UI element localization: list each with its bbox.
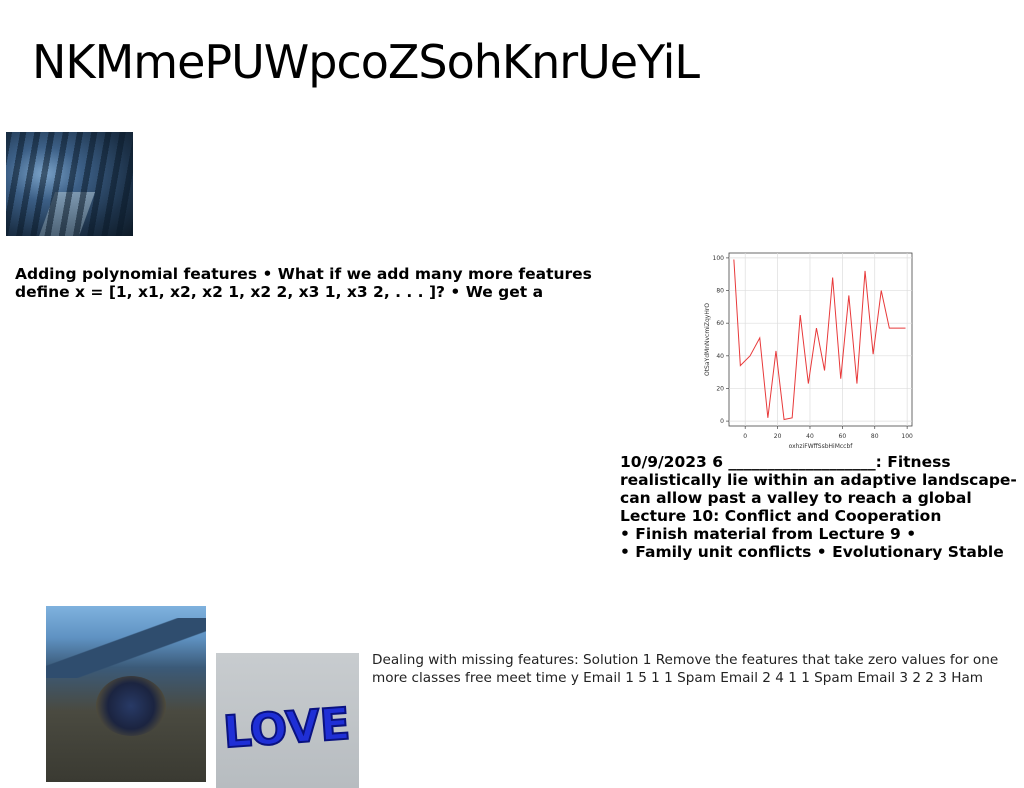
text-line: Adding polynomial features • What if we … xyxy=(15,265,592,283)
text-line: Lecture 10: Conflict and Cooperation xyxy=(620,507,942,525)
text-line: Dealing with missing features: Solution … xyxy=(372,652,999,668)
y-tick-label: 60 xyxy=(716,320,724,327)
x-tick-label: 60 xyxy=(839,433,847,440)
mountain-crater-image xyxy=(46,606,206,782)
text-line: can allow past a valley to reach a globa… xyxy=(620,489,972,507)
x-tick-label: 100 xyxy=(901,433,913,440)
forest-path-image xyxy=(6,132,133,236)
y-tick-label: 80 xyxy=(716,288,724,295)
text-line: realistically lie within an adaptive lan… xyxy=(620,471,1017,489)
y-tick-label: 0 xyxy=(720,418,724,425)
y-tick-label: 20 xyxy=(716,385,724,392)
y-tick-label: 40 xyxy=(716,353,724,360)
x-tick-label: 40 xyxy=(806,433,814,440)
text-line: • Family unit conflicts • Evolutionary S… xyxy=(620,543,1004,561)
text-block-missing-features: Dealing with missing features: Solution … xyxy=(372,651,1022,687)
x-tick-label: 0 xyxy=(743,433,747,440)
love-balloon-image: LOVE xyxy=(216,653,359,788)
text-line: define x = [1, x1, x2, x2 1, x2 2, x3 1,… xyxy=(15,283,544,301)
page-title: NKMmePUWpcoZSohKnrUeYiL xyxy=(32,35,700,89)
love-balloon-text: LOVE xyxy=(222,699,352,759)
x-tick-label: 80 xyxy=(871,433,879,440)
text-line: • Finish material from Lecture 9 • xyxy=(620,525,917,543)
line-chart: 0 20 40 60 80 100 0 20 40 60 80 100 oxhzjFWffSsbHjMc… xyxy=(704,252,913,448)
text-block-polynomial: Adding polynomial features • What if we … xyxy=(15,265,635,301)
x-axis-label: oxhzjFWffSsbHjMccbf xyxy=(789,443,854,448)
text-line: 10/9/2023 6 ___________________: Fitness xyxy=(620,453,951,471)
y-axis-label: OtSaYdMnNvcmiZqyHrO xyxy=(704,303,711,376)
series-line xyxy=(733,259,906,421)
plot-area xyxy=(728,252,913,427)
y-tick-label: 100 xyxy=(713,255,725,262)
text-block-lecture: 10/9/2023 6 ___________________: Fitness… xyxy=(620,453,1024,561)
text-line: more classes free meet time y Email 1 5 … xyxy=(372,670,984,686)
x-tick-label: 20 xyxy=(774,433,782,440)
